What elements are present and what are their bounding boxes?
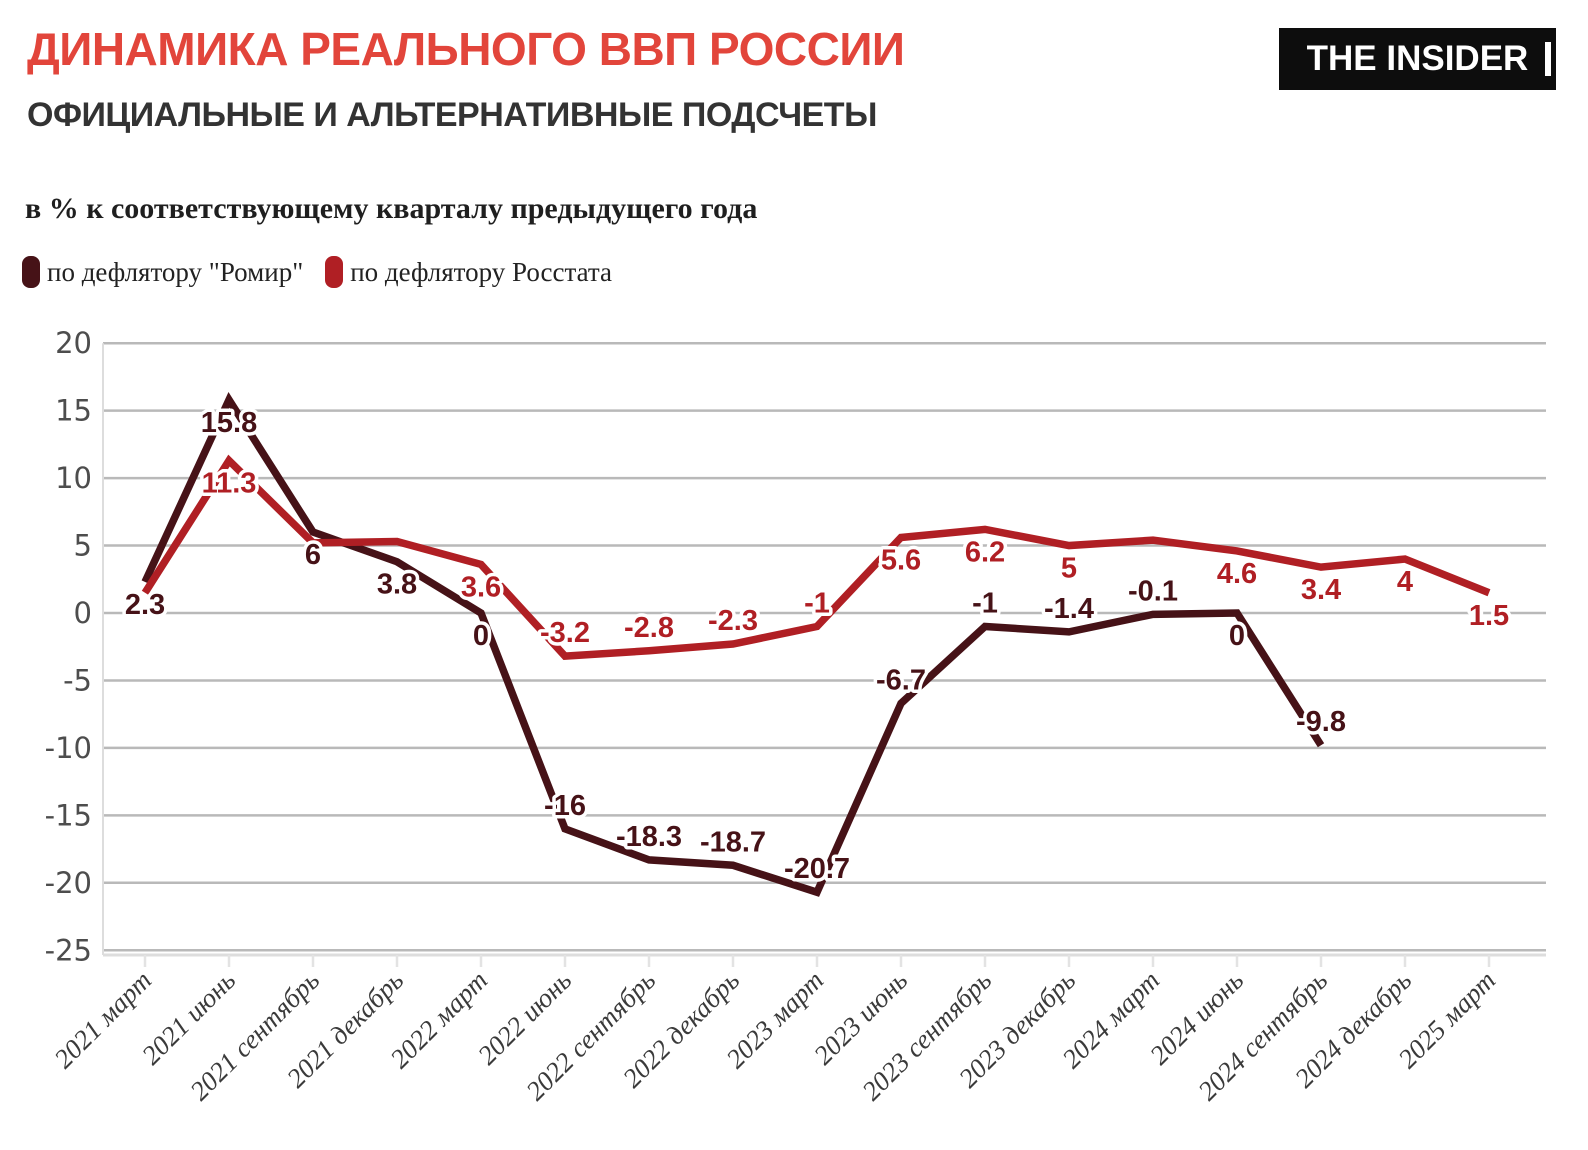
data-label-s0-6: -18.3 (616, 821, 682, 853)
data-label-s0-4: 0 (473, 620, 489, 652)
romir-swatch-icon (22, 256, 40, 288)
data-label-s1-1: 11.3 (202, 468, 257, 500)
legend-item-rosstat: по дефлятору Росстата (325, 256, 612, 288)
data-label-s1-13: 4.6 (1217, 558, 1257, 590)
legend-label-romir: по дефлятору "Ромир" (47, 256, 304, 287)
y-axis-label-5: 5 (74, 529, 92, 563)
page-subtitle: ОФИЦИАЛЬНЫЕ И АЛЬТЕРНАТИВНЫЕ ПОДСЧЕТЫ (27, 96, 877, 134)
the-insider-logo: THE INSIDER (1279, 28, 1556, 90)
units-note: в % к соответствующему кварталу предыдущ… (25, 192, 758, 225)
data-label-s0-7: -18.7 (700, 826, 766, 858)
logo-cursor-bar (1545, 42, 1551, 76)
data-label-s0-2: 6 (305, 539, 321, 571)
y-axis-label--25: -25 (45, 933, 92, 967)
data-label-s0-5: -16 (544, 790, 586, 822)
data-label-s1-7: -2.3 (708, 605, 758, 637)
y-axis-label-0: 0 (74, 596, 92, 630)
data-label-s0-13: 0 (1229, 620, 1245, 652)
y-axis-label--15: -15 (45, 798, 92, 832)
data-label-s0-9: -6.7 (876, 664, 926, 696)
page-title: ДИНАМИКА РЕАЛЬНОГО ВВП РОССИИ (27, 23, 905, 75)
data-label-s1-4: 3.6 (461, 571, 501, 603)
y-axis-label-20: 20 (55, 326, 92, 360)
legend-item-romir: по дефлятору "Ромир" (22, 256, 303, 288)
data-label-s1-10: 6.2 (965, 536, 1005, 568)
series-line-1 (141, 454, 1491, 661)
data-label-s0-11: -1.4 (1044, 593, 1094, 625)
data-label-s1-14: 3.4 (1301, 574, 1341, 606)
data-label-s1-8: -1 (804, 587, 830, 619)
data-label-s0-12: -0.1 (1128, 575, 1178, 607)
data-label-s1-15: 4 (1397, 566, 1413, 598)
legend: по дефлятору "Ромир" по дефлятору Росста… (22, 256, 612, 288)
data-label-s1-16: 1.5 (1469, 600, 1509, 632)
data-label-s0-8: -20.7 (784, 853, 850, 885)
data-label-s0-0: 2.3 (125, 589, 165, 621)
x-axis-label-0: 2021 март (48, 965, 157, 1074)
y-axis-label--10: -10 (45, 731, 92, 765)
data-label-s0-10: -1 (972, 587, 998, 619)
rosstat-swatch-icon (325, 256, 344, 288)
data-label-s0-1: 15.8 (201, 407, 257, 439)
data-label-s1-5: -3.2 (540, 617, 590, 649)
logo-text: THE INSIDER (1306, 39, 1529, 78)
y-axis-label-15: 15 (55, 394, 92, 428)
data-label-s1-11: 5 (1061, 553, 1077, 585)
y-axis-label--20: -20 (45, 866, 92, 900)
legend-label-rosstat: по дефлятору Росстата (350, 256, 613, 287)
data-label-s1-9: 5.6 (881, 544, 921, 576)
data-label-s0-14: -9.8 (1296, 706, 1346, 738)
data-label-s1-6: -2.8 (624, 612, 674, 644)
data-label-s0-3: 3.8 (377, 569, 417, 601)
y-axis-label--5: -5 (63, 663, 92, 697)
y-axis-label-10: 10 (55, 461, 92, 495)
